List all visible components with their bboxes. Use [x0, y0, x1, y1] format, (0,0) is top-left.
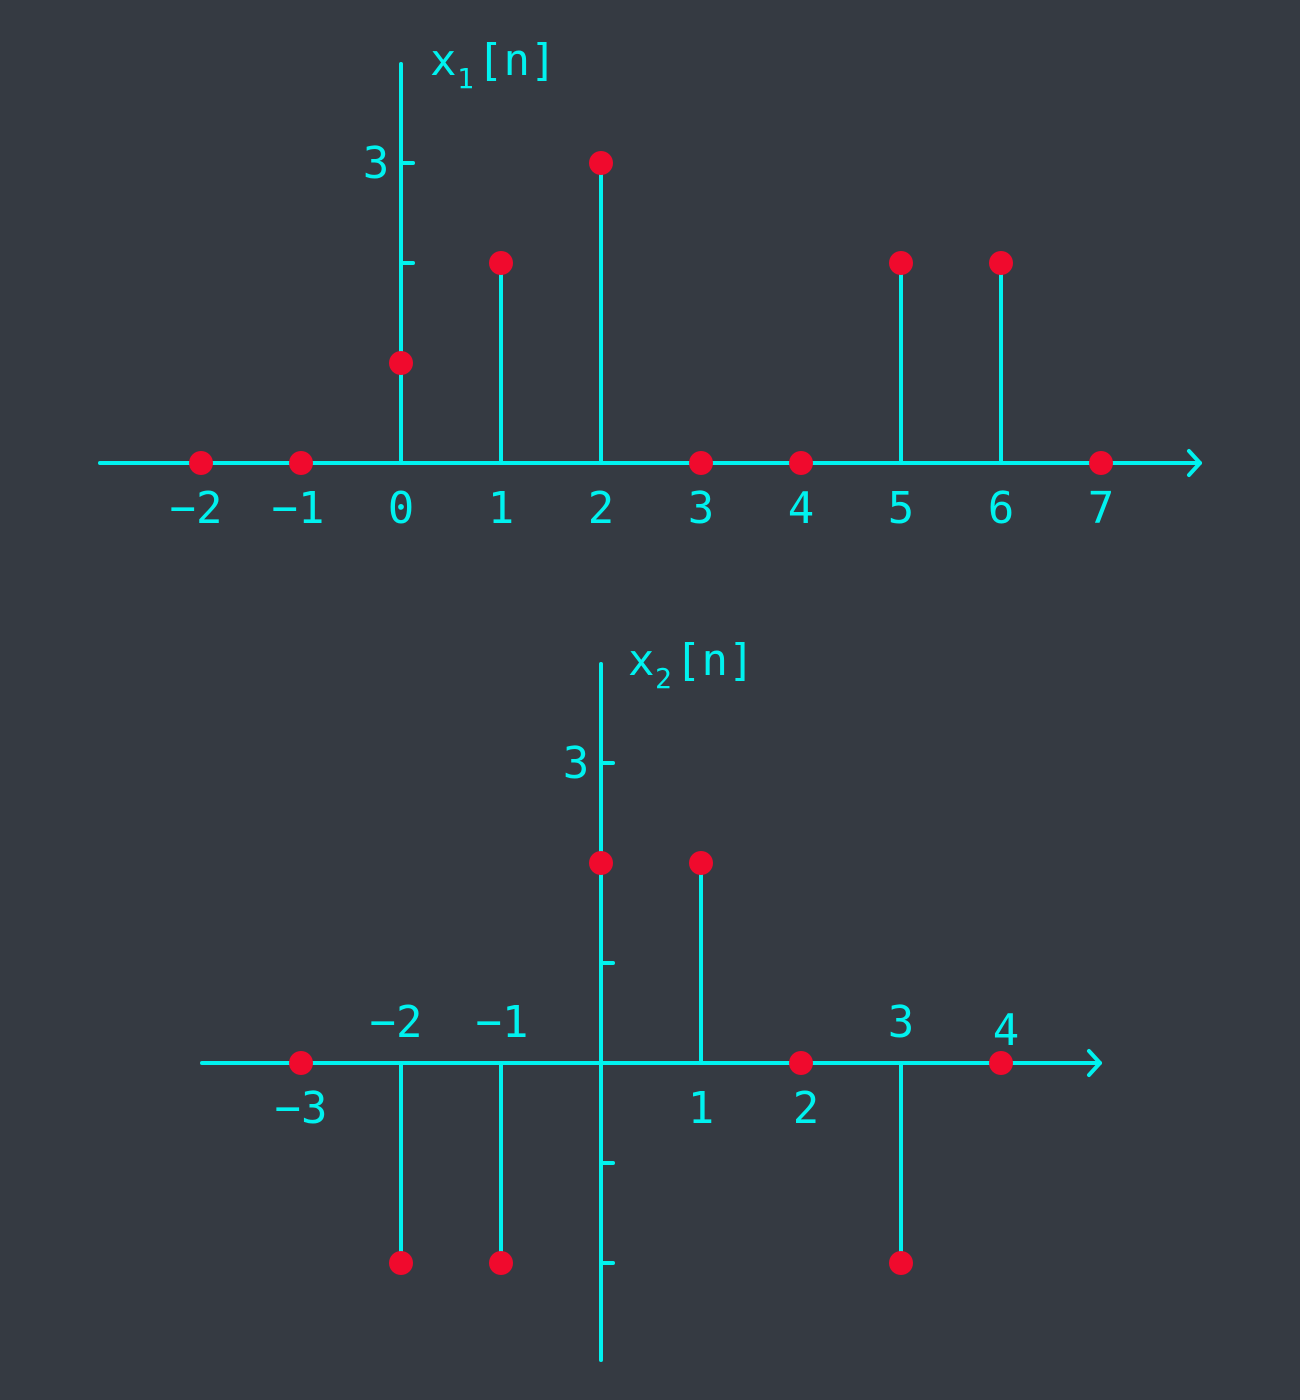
x2-x-tick-label-1: 1	[688, 1083, 715, 1134]
x1-x-tick-label-6: 6	[988, 483, 1015, 534]
x1-sample-point-5	[889, 251, 913, 275]
x1-sample-point-4	[789, 451, 813, 475]
x1-x-tick-label-5: 5	[888, 483, 915, 534]
x1-x-tick-label-7: 7	[1088, 483, 1115, 534]
x2-y-axis-label: x	[628, 635, 655, 686]
x2-x-tick-label--2: −2	[370, 997, 423, 1048]
x1-x-tick-label-2: 2	[588, 483, 615, 534]
x1-sample-point-0	[389, 351, 413, 375]
x2-sample-point-1	[689, 851, 713, 875]
x2-sample-point--2	[389, 1251, 413, 1275]
x2-x-tick-label-3: 3	[888, 997, 915, 1048]
x1-x-tick-label-1: 1	[488, 483, 515, 534]
x1-x-tick-label--1: −1	[272, 483, 325, 534]
x2-sample-point-2	[789, 1051, 813, 1075]
x2-x-tick-label--3: −3	[275, 1083, 328, 1134]
x1-y-tick-label-3: 3	[363, 138, 390, 189]
x1-stem-plot: 3x 1 [n]−2 −1 0 1 2 3 4 5 6 7	[98, 35, 1202, 534]
x2-x-tick-label-2: 2	[793, 1083, 820, 1134]
x2-sample-point--1	[489, 1251, 513, 1275]
x1-x-tick-label--2: −2	[170, 483, 223, 534]
x1-x-tick-label-0: 0	[388, 483, 415, 534]
x2-sample-point-4	[989, 1051, 1013, 1075]
x1-y-axis-label-subscript: 1	[457, 62, 474, 95]
x2-y-axis-label-subscript: 2	[655, 662, 672, 695]
x1-x-tick-label-3: 3	[688, 483, 715, 534]
x1-sample-point--1	[289, 451, 313, 475]
x2-y-axis-label-suffix: [n]	[675, 635, 754, 686]
x2-stem-plot: 3x 2 [n]−3−2 −11 23 4	[200, 635, 1102, 1362]
x1-sample-point--2	[189, 451, 213, 475]
x1-sample-point-7	[1089, 451, 1113, 475]
x2-axis-arrow-icon	[1087, 1049, 1102, 1077]
x1-sample-point-1	[489, 251, 513, 275]
x1-sample-point-3	[689, 451, 713, 475]
x2-y-tick-label-3: 3	[563, 738, 590, 789]
x1-axis-arrow-icon	[1187, 449, 1202, 477]
x2-sample-point--3	[289, 1051, 313, 1075]
x1-y-axis-label-suffix: [n]	[477, 35, 556, 86]
x1-sample-point-6	[989, 251, 1013, 275]
x1-sample-point-2	[589, 151, 613, 175]
x2-x-tick-label--1: −1	[476, 997, 529, 1048]
x2-sample-point-3	[889, 1251, 913, 1275]
x1-x-tick-label-4: 4	[788, 483, 815, 534]
x1-y-axis-label: x	[430, 35, 457, 86]
x2-x-tick-label-4: 4	[993, 1005, 1020, 1056]
x2-sample-point-0	[589, 851, 613, 875]
